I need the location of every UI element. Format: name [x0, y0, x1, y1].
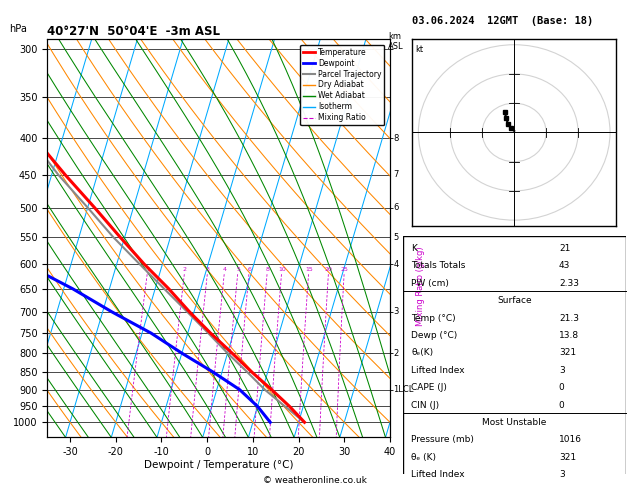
- Text: Totals Totals: Totals Totals: [411, 261, 466, 270]
- Text: Dewp (°C): Dewp (°C): [411, 331, 458, 340]
- Text: K: K: [411, 244, 418, 253]
- Text: Lifted Index: Lifted Index: [411, 366, 465, 375]
- Text: km
ASL: km ASL: [388, 32, 404, 51]
- Text: 7: 7: [393, 171, 399, 179]
- Text: CAPE (J): CAPE (J): [411, 383, 447, 392]
- Text: 10: 10: [278, 267, 286, 272]
- Text: Pressure (mb): Pressure (mb): [411, 435, 474, 444]
- Text: 8: 8: [265, 267, 269, 272]
- Text: hPa: hPa: [9, 24, 27, 34]
- Text: 3: 3: [559, 470, 565, 479]
- Text: Surface: Surface: [497, 296, 532, 305]
- Text: Mixing Ratio (g/kg): Mixing Ratio (g/kg): [416, 246, 425, 326]
- X-axis label: Dewpoint / Temperature (°C): Dewpoint / Temperature (°C): [144, 460, 293, 470]
- Text: 25: 25: [340, 267, 348, 272]
- Text: 5: 5: [393, 233, 399, 242]
- Text: Lifted Index: Lifted Index: [411, 470, 465, 479]
- Text: 20: 20: [325, 267, 333, 272]
- Legend: Temperature, Dewpoint, Parcel Trajectory, Dry Adiabat, Wet Adiabat, Isotherm, Mi: Temperature, Dewpoint, Parcel Trajectory…: [300, 45, 384, 125]
- Text: 8: 8: [393, 134, 399, 143]
- Text: 6: 6: [247, 267, 252, 272]
- Text: Most Unstable: Most Unstable: [482, 418, 547, 427]
- Text: 21: 21: [559, 244, 571, 253]
- Text: 321: 321: [559, 348, 576, 357]
- Text: 0: 0: [559, 400, 565, 410]
- Text: 1016: 1016: [559, 435, 582, 444]
- Text: 321: 321: [559, 452, 576, 462]
- Text: kt: kt: [415, 45, 423, 54]
- Text: 6: 6: [393, 203, 399, 212]
- Text: 15: 15: [305, 267, 313, 272]
- Text: 2: 2: [183, 267, 187, 272]
- Text: Temp (°C): Temp (°C): [411, 313, 456, 323]
- Text: 3: 3: [559, 366, 565, 375]
- Text: PW (cm): PW (cm): [411, 279, 449, 288]
- Text: 21.3: 21.3: [559, 313, 579, 323]
- Text: 1: 1: [146, 267, 150, 272]
- Text: θₑ (K): θₑ (K): [411, 452, 437, 462]
- Text: θₑ(K): θₑ(K): [411, 348, 433, 357]
- Text: CIN (J): CIN (J): [411, 400, 440, 410]
- Text: 3: 3: [393, 307, 399, 316]
- Text: 13.8: 13.8: [559, 331, 579, 340]
- Text: 3: 3: [206, 267, 210, 272]
- Text: 4: 4: [393, 260, 399, 269]
- Text: 40°27'N  50°04'E  -3m ASL: 40°27'N 50°04'E -3m ASL: [47, 25, 220, 38]
- Text: © weatheronline.co.uk: © weatheronline.co.uk: [262, 476, 367, 485]
- Text: 2.33: 2.33: [559, 279, 579, 288]
- Text: 2: 2: [393, 348, 399, 358]
- Text: 03.06.2024  12GMT  (Base: 18): 03.06.2024 12GMT (Base: 18): [412, 16, 593, 26]
- Text: 1LCL: 1LCL: [393, 385, 414, 394]
- Text: 4: 4: [223, 267, 226, 272]
- Text: 0: 0: [559, 383, 565, 392]
- Text: 5: 5: [237, 267, 240, 272]
- Text: 43: 43: [559, 261, 571, 270]
